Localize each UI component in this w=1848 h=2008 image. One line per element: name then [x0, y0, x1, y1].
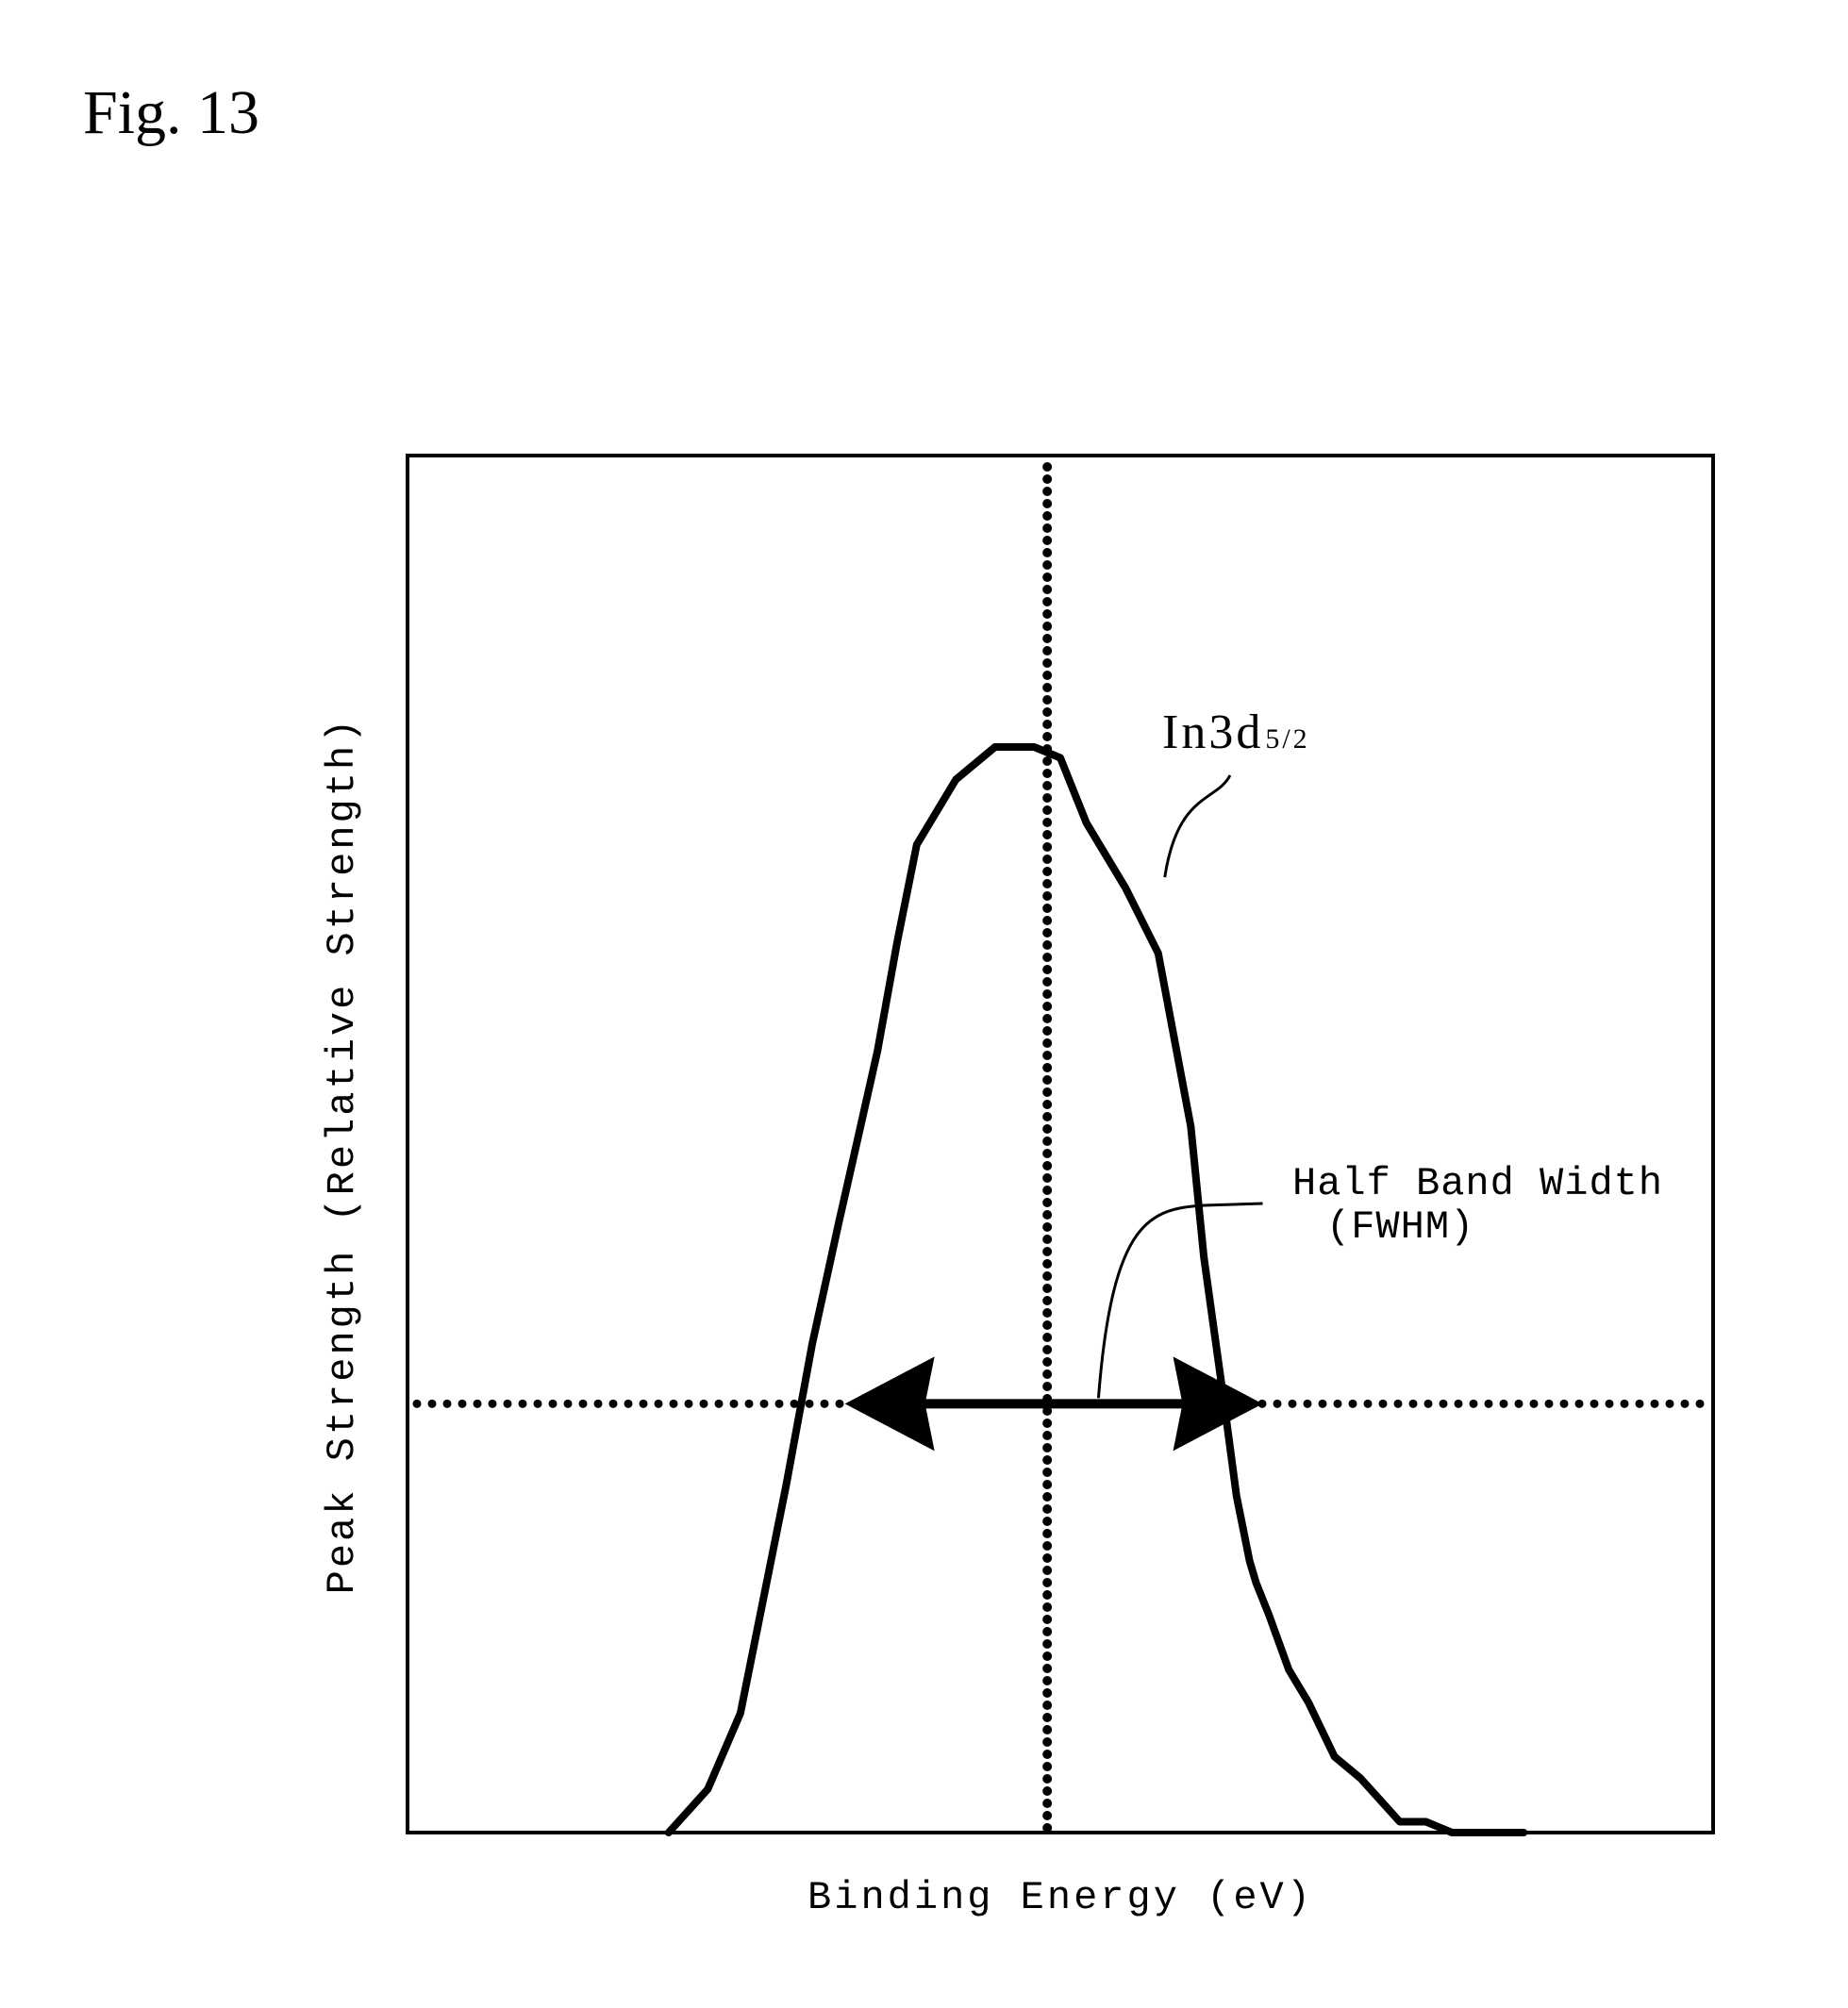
x-axis-label: Binding Energy (eV) — [807, 1875, 1313, 1920]
peak-label-leader — [1165, 775, 1230, 877]
fwhm-arrowhead-left — [845, 1356, 935, 1451]
fwhm-label-line2: (FWHM) — [1326, 1204, 1474, 1250]
plot-frame — [408, 456, 1713, 1833]
peak-label-main: In3d — [1162, 705, 1263, 759]
peak-label-subscript: 5/2 — [1265, 723, 1309, 755]
in3d-peak-curve — [669, 747, 1524, 1833]
y-axis-label: Peak Strength (Relative Strength) — [320, 717, 365, 1595]
svg-text:In3d5/2: In3d5/2 — [1162, 705, 1310, 759]
peak-label: In3d5/2 — [1162, 705, 1310, 759]
fwhm-label-line1: Half Band Width — [1292, 1161, 1663, 1206]
